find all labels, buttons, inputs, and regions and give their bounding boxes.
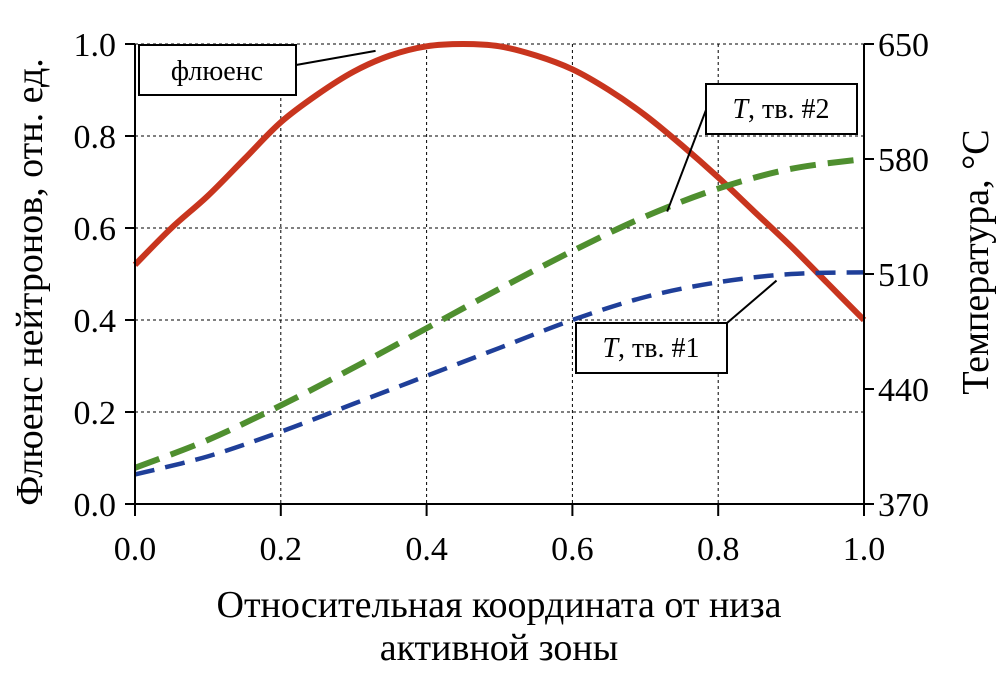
x-tick-label: 0.8 xyxy=(697,531,740,568)
y-axis-title-left: Флюенс нейтронов, отн. ед. xyxy=(9,58,51,506)
series-fluence-line xyxy=(132,40,867,323)
y-right-tick-label: 440 xyxy=(878,372,929,409)
y-right-tick-label: 650 xyxy=(878,27,929,64)
y-left-tick-label: 0.4 xyxy=(74,303,117,340)
callout-leader-temp-2 xyxy=(666,109,707,212)
callout-label-rest: , тв. #1 xyxy=(618,333,699,364)
y-axis-title-right: Температура, °С xyxy=(955,129,997,394)
callout-label-fluence: флюенс xyxy=(171,56,263,87)
callout-label-rest: , тв. #2 xyxy=(748,94,829,125)
callout-box-temp-1 xyxy=(575,322,728,374)
callout-box-temp-2 xyxy=(705,83,858,135)
callout-label-temp-1: T, тв. #1 xyxy=(602,333,699,364)
callout-label-italic: T xyxy=(602,333,620,364)
y-right-tick-label: 370 xyxy=(878,487,929,524)
series-temp-2-line xyxy=(133,156,865,471)
x-tick-label: 1.0 xyxy=(843,531,886,568)
callout-label-italic: T xyxy=(732,94,750,125)
y-left-tick-label: 1.0 xyxy=(74,27,117,64)
x-axis-title-line1: Относительная координата от низа xyxy=(217,584,782,626)
y-left-tick-label: 0.8 xyxy=(74,119,117,156)
callout-box-fluence xyxy=(138,44,297,96)
y-right-tick-label: 510 xyxy=(878,257,929,294)
ticks: 0.0 0.2 0.4 0.6 0.8 1.0 0.0 0.2 0.4 0.6 0.8 1.0 370 4… xyxy=(74,27,930,568)
y-right-tick-label: 580 xyxy=(878,142,929,179)
callout-leader-temp-1 xyxy=(726,279,778,324)
y-left-tick-label: 0.2 xyxy=(74,395,117,432)
x-tick-label: 0.2 xyxy=(260,531,303,568)
callout-leader-fluence xyxy=(295,49,376,66)
callout-label-temp-2: T, тв. #2 xyxy=(732,94,829,125)
x-axis-title-line2: активной зоны xyxy=(380,627,619,669)
series-layer xyxy=(132,40,867,477)
series-temp-1-line xyxy=(134,270,865,477)
y-left-tick-label: 0.0 xyxy=(74,487,117,524)
x-tick-label: 0.6 xyxy=(551,531,594,568)
x-tick-label: 0.4 xyxy=(405,531,448,568)
x-tick-label: 0.0 xyxy=(114,531,157,568)
y-left-tick-label: 0.6 xyxy=(74,211,117,248)
